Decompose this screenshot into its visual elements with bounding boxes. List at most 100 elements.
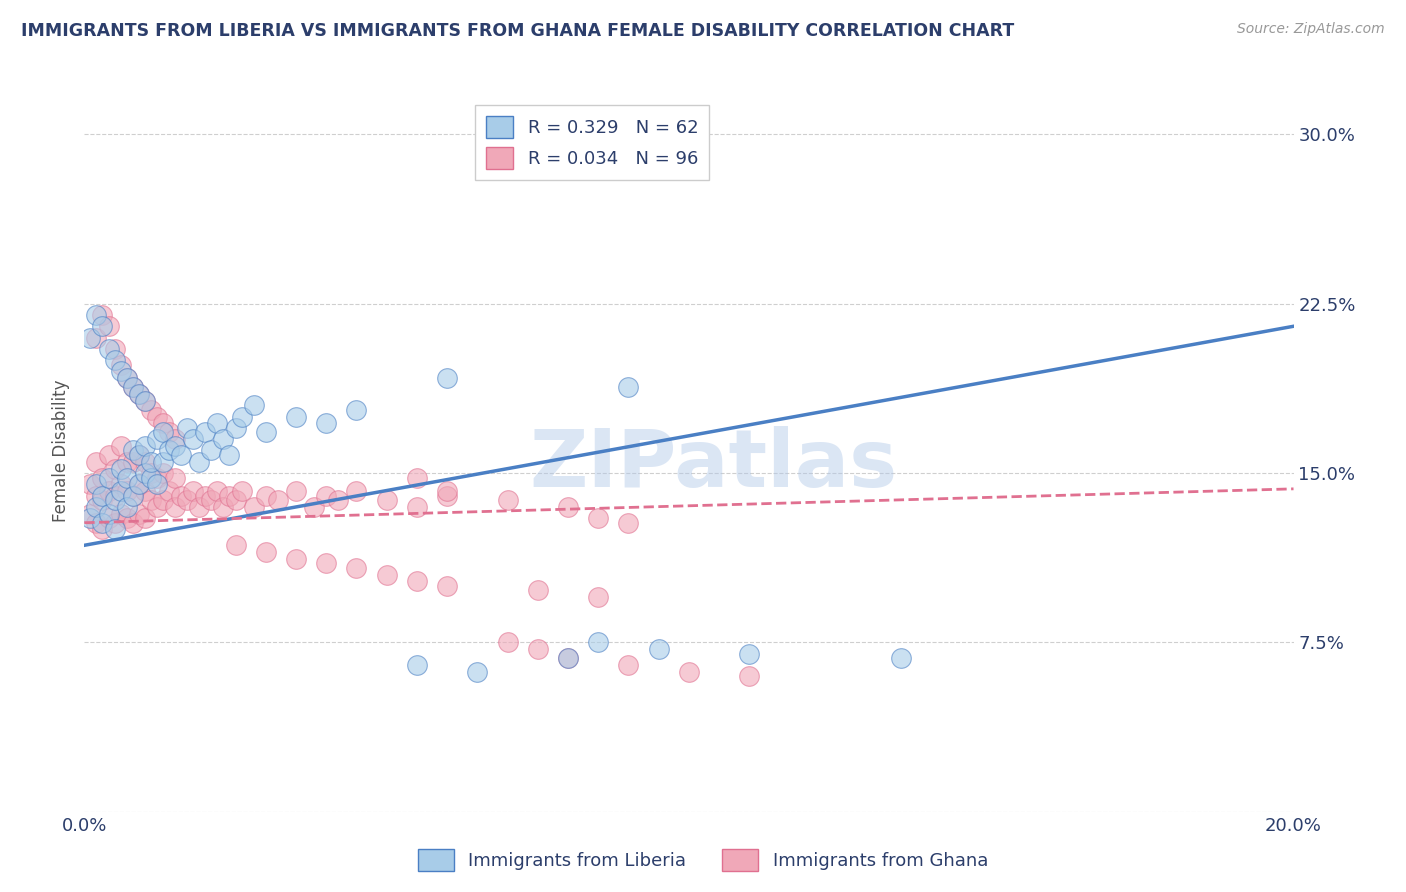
Point — [115, 371, 138, 385]
Point — [225, 421, 247, 435]
Point — [176, 421, 198, 435]
Point — [170, 489, 193, 503]
Point — [115, 500, 138, 514]
Point — [527, 583, 550, 598]
Point — [121, 443, 143, 458]
Point — [436, 489, 458, 503]
Point — [86, 516, 108, 530]
Point — [375, 567, 398, 582]
Point — [121, 455, 143, 469]
Point — [267, 493, 290, 508]
Point — [86, 477, 108, 491]
Point — [557, 651, 579, 665]
Point — [406, 500, 429, 514]
Point — [110, 439, 132, 453]
Point — [436, 579, 458, 593]
Point — [165, 432, 187, 446]
Point — [375, 493, 398, 508]
Point — [152, 493, 174, 508]
Point — [110, 484, 132, 499]
Point — [207, 484, 229, 499]
Point — [285, 551, 308, 566]
Point — [678, 665, 700, 679]
Point — [115, 511, 138, 525]
Point — [328, 493, 350, 508]
Point — [194, 425, 217, 440]
Y-axis label: Female Disability: Female Disability — [52, 379, 70, 522]
Point — [128, 387, 150, 401]
Point — [134, 439, 156, 453]
Point — [165, 500, 187, 514]
Point — [86, 330, 108, 344]
Point — [188, 500, 211, 514]
Legend: Immigrants from Liberia, Immigrants from Ghana: Immigrants from Liberia, Immigrants from… — [411, 842, 995, 879]
Point — [200, 443, 222, 458]
Point — [254, 545, 277, 559]
Point — [181, 432, 204, 446]
Point — [617, 516, 640, 530]
Point — [139, 455, 162, 469]
Point — [165, 439, 187, 453]
Point — [134, 455, 156, 469]
Point — [110, 358, 132, 372]
Point — [115, 455, 138, 469]
Point — [91, 516, 114, 530]
Point — [315, 417, 337, 431]
Point — [588, 635, 610, 649]
Point — [97, 511, 120, 525]
Point — [170, 448, 193, 462]
Point — [139, 493, 162, 508]
Point — [91, 470, 114, 484]
Point — [527, 642, 550, 657]
Point — [738, 669, 761, 683]
Point — [134, 393, 156, 408]
Point — [152, 425, 174, 440]
Point — [157, 425, 180, 440]
Point — [406, 657, 429, 672]
Point — [285, 409, 308, 424]
Point — [315, 489, 337, 503]
Point — [97, 507, 120, 521]
Point — [557, 651, 579, 665]
Point — [134, 511, 156, 525]
Point — [157, 443, 180, 458]
Point — [225, 538, 247, 552]
Point — [406, 470, 429, 484]
Point — [110, 477, 132, 491]
Point — [738, 647, 761, 661]
Text: IMMIGRANTS FROM LIBERIA VS IMMIGRANTS FROM GHANA FEMALE DISABILITY CORRELATION C: IMMIGRANTS FROM LIBERIA VS IMMIGRANTS FR… — [21, 22, 1014, 40]
Point — [212, 432, 235, 446]
Point — [121, 380, 143, 394]
Point — [146, 500, 169, 514]
Point — [176, 493, 198, 508]
Point — [146, 409, 169, 424]
Point — [436, 371, 458, 385]
Point — [91, 523, 114, 537]
Point — [115, 371, 138, 385]
Point — [225, 493, 247, 508]
Point — [212, 500, 235, 514]
Point — [115, 484, 138, 499]
Point — [121, 489, 143, 503]
Point — [79, 511, 101, 525]
Point — [467, 665, 489, 679]
Point — [588, 591, 610, 605]
Point — [285, 484, 308, 499]
Point — [104, 342, 127, 356]
Point — [346, 484, 368, 499]
Point — [231, 409, 253, 424]
Point — [86, 308, 108, 322]
Point — [242, 398, 264, 412]
Point — [128, 477, 150, 491]
Point — [104, 493, 127, 508]
Text: Source: ZipAtlas.com: Source: ZipAtlas.com — [1237, 22, 1385, 37]
Point — [254, 425, 277, 440]
Point — [134, 393, 156, 408]
Point — [617, 657, 640, 672]
Point — [315, 557, 337, 571]
Point — [146, 470, 169, 484]
Point — [104, 489, 127, 503]
Point — [152, 466, 174, 480]
Point — [242, 500, 264, 514]
Point — [436, 484, 458, 499]
